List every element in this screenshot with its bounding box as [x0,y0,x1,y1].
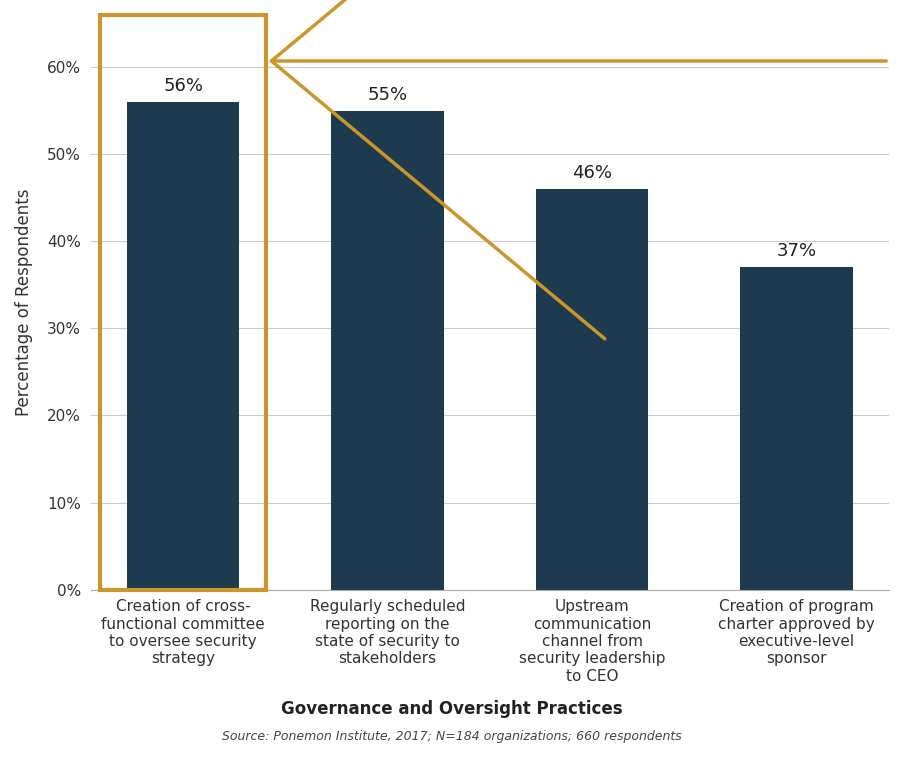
Bar [740,267,852,590]
Text: Governance and Oversight Practices: Governance and Oversight Practices [281,700,622,718]
Text: 37%: 37% [776,243,815,260]
Y-axis label: Percentage of Respondents: Percentage of Respondents [15,188,33,416]
Text: 56%: 56% [163,77,203,95]
Bar [126,102,239,590]
Text: Source: Ponemon Institute, 2017; N=184 organizations; 660 respondents: Source: Ponemon Institute, 2017; N=184 o… [222,730,681,743]
Text: 46%: 46% [572,164,611,182]
Bar [535,189,647,590]
Text: 55%: 55% [368,86,407,104]
Bar [331,111,443,590]
